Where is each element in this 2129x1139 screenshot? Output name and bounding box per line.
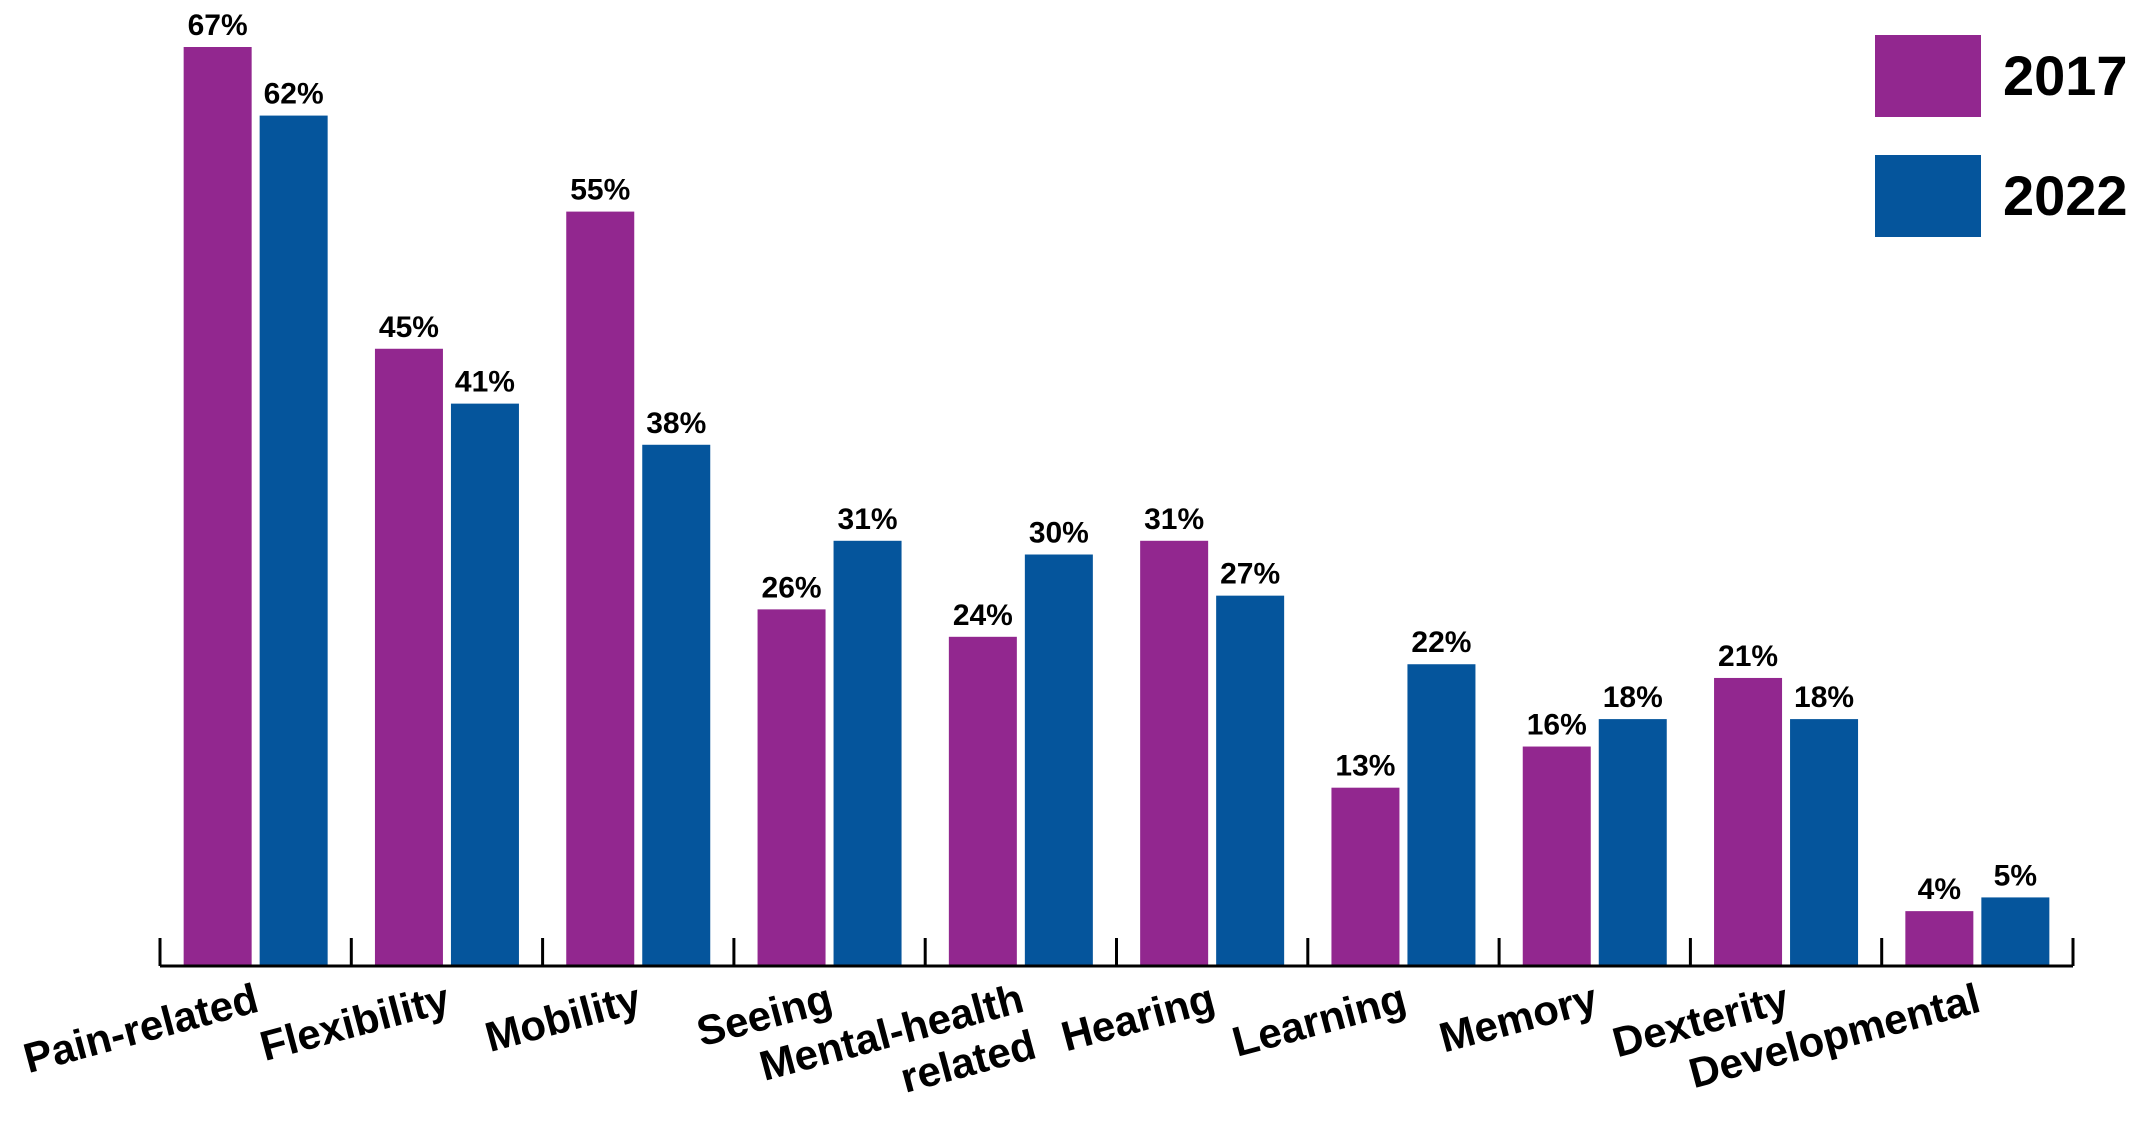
- bar-2017: [1331, 787, 1400, 966]
- bar-2022: [259, 115, 328, 966]
- bar-value-label: 18%: [1603, 681, 1663, 714]
- bar-value-label: 26%: [762, 571, 822, 604]
- bar-value-label: 62%: [264, 78, 324, 111]
- bar-value-label: 16%: [1527, 709, 1587, 742]
- bar-value-label: 67%: [188, 9, 248, 42]
- bar-value-label: 5%: [1994, 859, 2037, 892]
- bar-2017: [183, 47, 252, 966]
- bar-2022: [1407, 664, 1476, 966]
- bars-group: [183, 47, 2050, 967]
- bar-2022: [1024, 554, 1093, 966]
- bar-2022: [642, 444, 711, 966]
- bar-value-label: 27%: [1220, 558, 1280, 591]
- category-label: Flexibility: [255, 974, 455, 1070]
- bar-2017: [757, 609, 826, 966]
- legend-swatch-2017: [1875, 35, 1981, 117]
- bar-value-label: 45%: [379, 311, 439, 344]
- legend-swatch-2022: [1875, 155, 1981, 237]
- bar-value-label: 55%: [570, 174, 630, 207]
- bar-2017: [1140, 540, 1209, 966]
- bar-2017: [1522, 746, 1591, 966]
- bar-value-label: 31%: [1144, 503, 1204, 536]
- bar-2017: [948, 636, 1017, 966]
- legend-label-2022: 2022: [2003, 164, 2128, 227]
- bar-2022: [833, 540, 902, 966]
- category-label: Hearing: [1056, 974, 1219, 1060]
- bar-2017: [374, 348, 443, 966]
- bar-value-label: 21%: [1718, 640, 1778, 673]
- bar-value-label: 4%: [1918, 873, 1961, 906]
- bar-value-label: 41%: [455, 366, 515, 399]
- bar-value-label: 30%: [1029, 517, 1089, 550]
- bar-value-label: 13%: [1335, 750, 1395, 783]
- category-label: Pain-related: [19, 974, 263, 1082]
- value-labels-group: 67% 62% 45% 41% 55% 38% 26% 31% 24% 30% 31% 27% 13% 2…: [188, 9, 2037, 906]
- category-label: Memory: [1434, 974, 1602, 1061]
- bar-2017: [566, 211, 635, 966]
- bar-value-label: 22%: [1411, 626, 1471, 659]
- bar-2022: [1790, 719, 1859, 966]
- bar-2022: [1598, 719, 1667, 966]
- bar-2017: [1905, 911, 1974, 966]
- category-label: Mobility: [480, 974, 646, 1061]
- legend-label-2017: 2017: [2003, 44, 2128, 107]
- bar-value-label: 18%: [1794, 681, 1854, 714]
- x-axis: [158, 938, 2075, 968]
- bar-value-label: 24%: [953, 599, 1013, 632]
- bar-value-label: 38%: [646, 407, 706, 440]
- bar-value-label: 31%: [838, 503, 898, 536]
- bar-2022: [1216, 595, 1285, 966]
- bar-2017: [1714, 677, 1783, 966]
- bar-2022: [450, 403, 519, 967]
- category-label: Learning: [1227, 974, 1410, 1065]
- bar-2022: [1981, 897, 2050, 966]
- legend: 2017 2022: [1875, 35, 2128, 237]
